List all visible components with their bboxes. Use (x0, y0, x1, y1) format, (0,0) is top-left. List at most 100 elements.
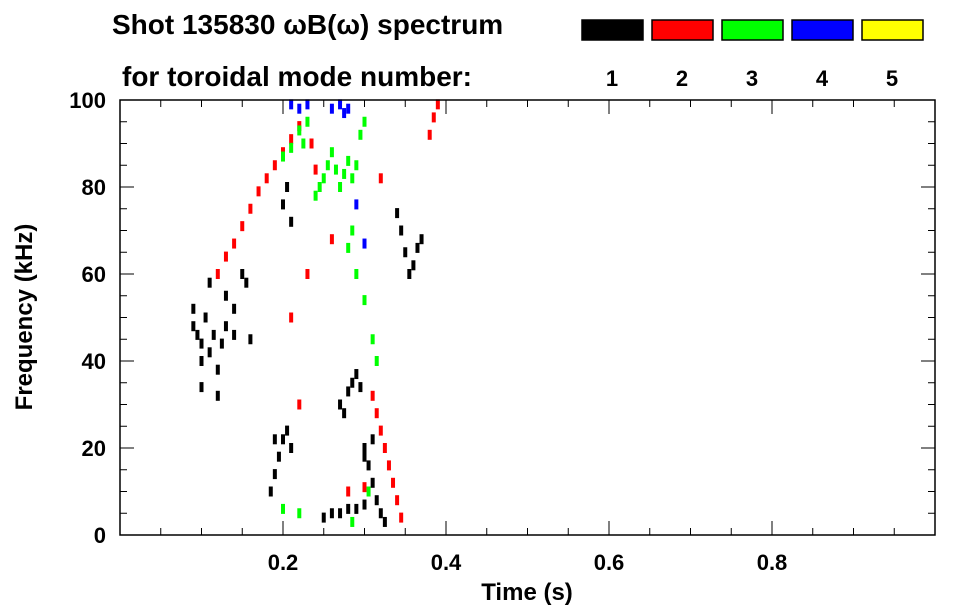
data-point (329, 234, 334, 245)
y-tick-label: 60 (82, 262, 106, 287)
data-point (350, 516, 355, 527)
data-point (378, 425, 383, 436)
data-point (272, 434, 277, 445)
data-point (382, 516, 387, 527)
legend-label: 4 (816, 66, 829, 91)
data-point (199, 338, 204, 349)
legend: 1 2 3 4 5 (581, 19, 924, 91)
legend-swatch (721, 19, 784, 41)
data-point (276, 451, 281, 462)
data-point (305, 269, 310, 279)
data-point (240, 221, 245, 232)
data-point (199, 382, 204, 393)
plot-data-points (191, 99, 440, 527)
data-point (297, 508, 302, 519)
data-point (362, 482, 367, 493)
data-point (395, 208, 400, 219)
data-point (362, 116, 367, 127)
data-point (342, 108, 347, 119)
data-point (362, 238, 367, 249)
data-point (374, 495, 379, 506)
data-point (358, 382, 363, 393)
data-point (399, 512, 404, 523)
data-point (346, 155, 351, 166)
data-point (305, 99, 310, 110)
legend-swatch (861, 19, 924, 41)
data-point (338, 508, 343, 519)
data-point (223, 321, 228, 332)
chart-title-line1: Shot 135830 ωB(ω) spectrum (112, 9, 503, 40)
legend-label: 2 (676, 66, 688, 91)
data-point (325, 160, 330, 171)
legend-label: 3 (746, 66, 758, 91)
data-point (256, 186, 261, 197)
data-point (346, 503, 351, 514)
data-point (232, 303, 237, 314)
data-point (354, 160, 359, 171)
data-point (350, 173, 355, 184)
data-point (272, 469, 277, 480)
data-point (240, 269, 245, 279)
data-point (317, 182, 322, 192)
data-point (370, 390, 375, 401)
data-point (329, 103, 334, 114)
data-point (346, 386, 351, 397)
axes: 0.2 0.4 0.6 0.8 0 20 40 60 80 100 (69, 88, 935, 575)
data-point (289, 312, 294, 323)
data-point (281, 434, 285, 445)
data-point (297, 125, 302, 136)
data-point (289, 443, 294, 453)
data-point (297, 103, 302, 114)
data-point (289, 216, 294, 227)
data-point (346, 486, 351, 497)
data-point (309, 138, 314, 149)
data-point (358, 129, 363, 140)
data-point (223, 290, 228, 301)
data-point (248, 334, 253, 345)
data-point (289, 99, 294, 110)
data-point (313, 190, 318, 201)
data-point (333, 164, 338, 175)
data-point (403, 247, 408, 258)
data-point (346, 103, 351, 114)
data-point (207, 277, 212, 288)
data-point (297, 399, 302, 410)
data-point (329, 508, 334, 519)
y-axis-label: Frequency (kHz) (11, 224, 38, 411)
data-point (268, 486, 273, 497)
data-point (264, 173, 269, 184)
data-point (370, 477, 375, 488)
data-point (366, 460, 371, 471)
data-point (321, 173, 326, 184)
data-point (289, 134, 294, 145)
data-point (399, 225, 404, 236)
data-point (407, 269, 412, 279)
data-point (362, 451, 367, 462)
data-point (232, 329, 237, 340)
data-point (215, 269, 220, 279)
data-point (354, 199, 359, 210)
data-point (354, 269, 359, 279)
x-tick-label: 0.2 (268, 550, 299, 575)
data-point (342, 408, 347, 419)
data-point (431, 112, 436, 123)
x-tick-label: 0.4 (431, 550, 462, 575)
data-point (305, 116, 310, 127)
data-point (391, 477, 396, 488)
y-tick-label: 20 (82, 436, 106, 461)
data-point (338, 99, 343, 110)
data-point (285, 425, 290, 436)
plot-frame (119, 99, 936, 536)
data-point (285, 182, 290, 192)
data-point (338, 399, 343, 410)
legend-swatch (651, 19, 714, 41)
data-point (223, 251, 228, 262)
data-point (248, 203, 253, 214)
y-tick-label: 80 (82, 175, 106, 200)
data-point (419, 234, 424, 245)
data-point (382, 443, 387, 453)
legend-swatch (581, 19, 644, 41)
data-point (362, 443, 367, 453)
data-point (289, 142, 294, 153)
